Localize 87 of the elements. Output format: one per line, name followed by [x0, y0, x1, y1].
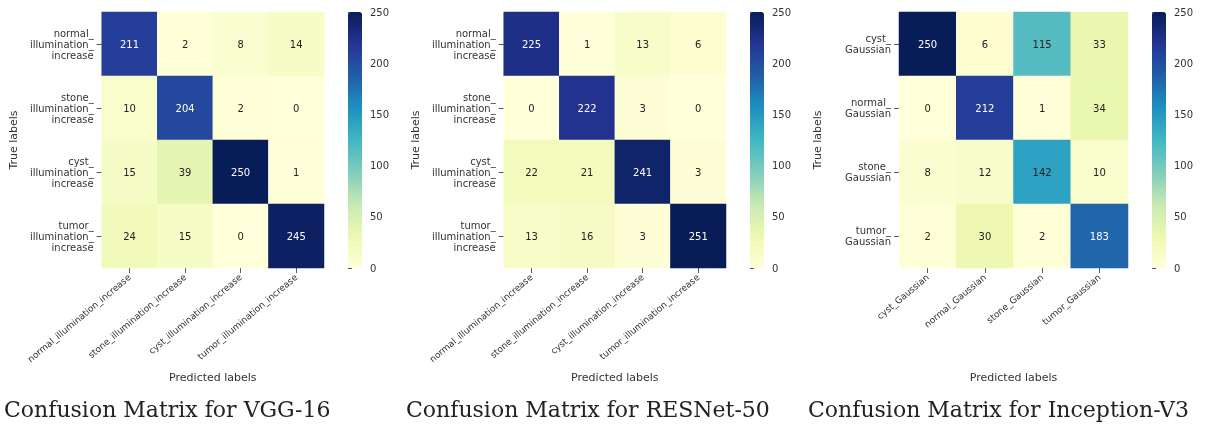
data-label: 142 — [1032, 166, 1052, 178]
data-label: 115 — [1032, 38, 1052, 50]
data-label: 30 — [978, 230, 992, 242]
data-label: 24 — [123, 230, 136, 242]
y-axis-title: True labels — [409, 110, 422, 171]
data-label: 0 — [924, 102, 931, 114]
color-bar-label: 150 — [370, 108, 390, 120]
color-bar-label: 0 — [772, 262, 779, 274]
data-label: 34 — [1093, 102, 1106, 114]
data-label: 250 — [918, 38, 938, 50]
data-label: 13 — [525, 230, 538, 242]
data-label: 204 — [175, 102, 195, 114]
data-label: 1 — [1038, 102, 1046, 114]
color-bar-label: 200 — [772, 57, 792, 69]
color-bar-label: 200 — [1174, 57, 1194, 69]
color-bar-label: 50 — [1174, 211, 1187, 223]
data-label: 0 — [293, 102, 300, 114]
data-label: 10 — [1093, 166, 1106, 178]
y-tick-label: tumor_illumination_increase — [29, 219, 95, 253]
color-bar-label: 150 — [772, 108, 792, 120]
data-label: 39 — [178, 166, 192, 178]
data-label: 15 — [178, 230, 192, 242]
y-tick-label: normal_illumination_increase — [431, 27, 497, 61]
data-label: 1 — [293, 166, 300, 178]
data-label: 225 — [521, 38, 542, 50]
x-axis-title: Predicted labels — [571, 371, 659, 384]
data-label: 3 — [639, 230, 646, 242]
data-label: 2 — [237, 102, 244, 114]
color-bar-label: 250 — [772, 6, 792, 18]
color-bar-label: 150 — [1174, 108, 1194, 120]
text: Confusion Matrix for RESNet-50 — [406, 396, 771, 424]
text: Confusion Matrix for VGG-16 — [4, 396, 332, 424]
data-label: 0 — [695, 102, 702, 114]
y-axis-title: True labels — [7, 110, 20, 171]
data-label: 222 — [577, 102, 597, 114]
data-label: 2 — [181, 38, 189, 50]
data-label: 22 — [525, 166, 538, 178]
data-label: 16 — [580, 230, 594, 242]
data-label: 6 — [981, 38, 989, 50]
data-label: 1 — [583, 38, 591, 50]
data-label: 0 — [528, 102, 535, 114]
data-label: 3 — [639, 102, 646, 114]
data-label: 6 — [695, 38, 702, 50]
data-label: 183 — [1089, 230, 1109, 242]
y-tick-label: normal_illumination_increase — [29, 27, 95, 61]
color-bar-label: 250 — [1174, 6, 1194, 18]
data-label: 2 — [1038, 230, 1046, 242]
data-label: 2 — [924, 230, 931, 242]
data-label: 211 — [119, 38, 140, 50]
data-label: 8 — [924, 166, 931, 178]
x-axis-title: Predicted labels — [969, 371, 1058, 384]
color-bar-label: 50 — [772, 211, 785, 223]
data-label: 14 — [289, 38, 303, 50]
y-tick-label: stone_Gaussian — [845, 161, 892, 183]
y-tick-label: cyst_illumination_increase — [431, 155, 497, 189]
color-bar-label: 200 — [370, 57, 390, 69]
y-tick-label: stone_illumination_increase — [431, 91, 497, 125]
data-label: 12 — [978, 166, 992, 178]
y-tick-label: normal_Gaussian — [845, 97, 892, 119]
color-bar-label: 250 — [370, 6, 390, 18]
data-label: 33 — [1093, 38, 1106, 50]
data-label: 10 — [123, 102, 136, 114]
color-bar-label: 100 — [1174, 160, 1194, 172]
y-tick-label: tumor_Gaussian — [845, 225, 892, 247]
color-bar-label: 0 — [370, 262, 377, 274]
y-tick-label: tumor_illumination_increase — [431, 219, 497, 253]
data-label: 8 — [237, 38, 244, 50]
data-label: 3 — [695, 166, 702, 178]
data-label: 21 — [580, 166, 594, 178]
y-axis-title: True labels — [811, 110, 824, 171]
data-label: 250 — [231, 166, 251, 178]
color-bar-label: 100 — [772, 160, 792, 172]
y-tick-label: stone_illumination_increase — [29, 91, 95, 125]
data-label: 251 — [688, 230, 708, 242]
color-bar-label: 100 — [370, 160, 390, 172]
x-axis-title: Predicted labels — [169, 371, 257, 384]
y-tick-label: cyst_illumination_increase — [29, 155, 95, 189]
data-label: 245 — [286, 230, 306, 242]
data-label: 0 — [237, 230, 244, 242]
data-label: 212 — [975, 102, 995, 114]
y-tick-label: cyst_Gaussian — [845, 33, 892, 55]
data-label: 241 — [633, 166, 653, 178]
text: Confusion Matrix for Inception-V3 — [808, 396, 1190, 424]
color-bar-label: 50 — [370, 211, 383, 223]
data-label: 13 — [636, 38, 650, 50]
color-bar-label: 0 — [1174, 262, 1181, 274]
data-label: 15 — [123, 166, 136, 178]
